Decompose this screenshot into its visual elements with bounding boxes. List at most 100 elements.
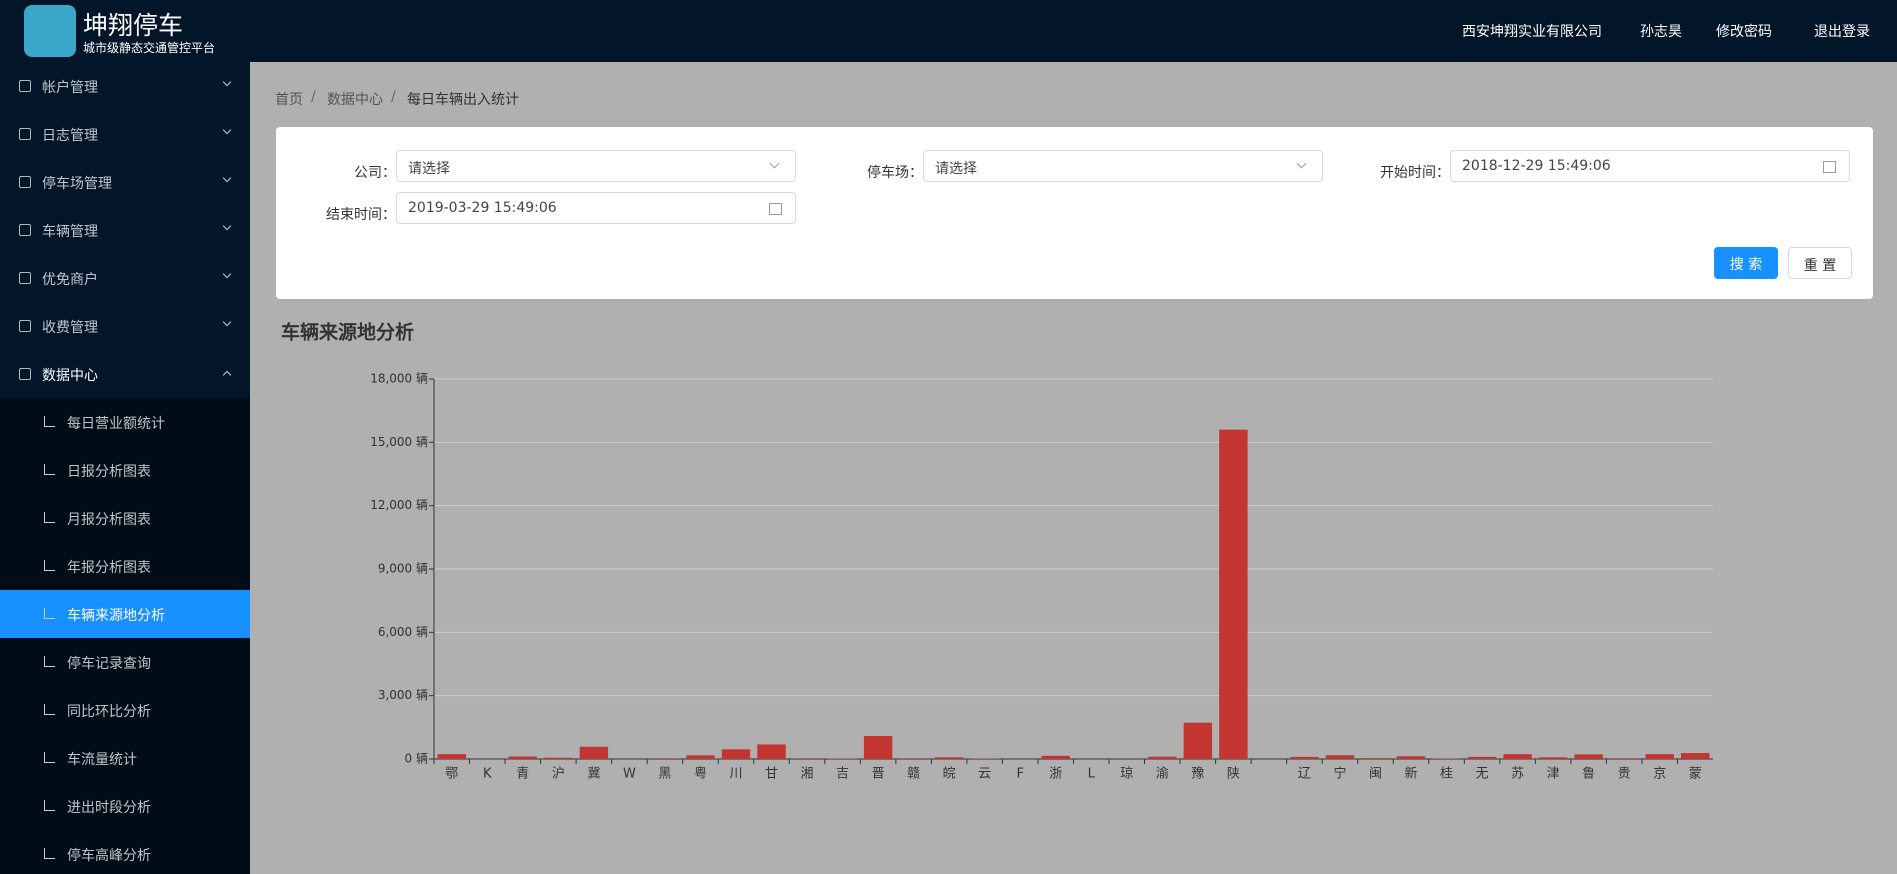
x-tick-label: 辽 [1298,767,1311,782]
menu-label: 车辆管理 [42,224,98,240]
bar [437,754,466,759]
separator: / [311,89,316,105]
main: 首页 / 数据中心 / 每日车辆出入统计 公司： 请选择 停车场： 请选择 开始时间： 2018-1… [250,62,1897,874]
x-tick-label: 皖 [943,767,956,782]
chevron [222,269,232,279]
x-tick-label: 浙 [1049,767,1062,782]
breadcrumb-item[interactable]: 首页 [275,92,303,108]
bar [1538,757,1568,759]
submenu-item[interactable]: 停车记录查询 [0,638,250,686]
button[interactable]: 重 置 [1788,247,1852,279]
menu-item[interactable]: 停车场管理 [0,158,250,206]
menu-label: 优免商户 [42,272,98,288]
submenu-item[interactable]: 停车高峰分析 [0,830,250,874]
submenu-item[interactable]: 年报分析图表 [0,542,250,590]
bar [650,758,680,759]
menu-label: 停车场管理 [42,176,112,192]
bar [544,757,573,759]
header-link[interactable]: 退出登录 [1814,24,1870,40]
input-suffix [769,203,782,215]
x-tick-label: 粤 [694,766,707,782]
submenu-item[interactable]: 月报分析图表 [0,494,250,542]
field-label: 停车场： [867,165,923,181]
submenu-item[interactable]: 进出时段分析 [0,782,250,830]
x-tick-label: 陕 [1227,767,1240,782]
x-tick-label: 无 [1476,767,1489,782]
input[interactable]: 请选择 [923,150,1323,182]
x-tick-label: 鲁 [1582,767,1595,782]
input-text: 请选择 [408,161,450,177]
button[interactable]: 搜 索 [1714,247,1778,279]
bar [1396,756,1426,759]
menu-icon [19,176,31,188]
x-tick-label: 冀 [587,766,600,782]
menu-item[interactable]: 收费管理 [0,302,250,350]
input[interactable]: 2019-03-29 15:49:06 [396,192,796,224]
x-tick-label: F [1016,767,1023,782]
x-tick-label: W [623,767,636,782]
input-text: 请选择 [935,161,977,177]
bar [1574,754,1603,759]
x-tick-label: L [1088,767,1096,782]
input-suffix [1296,158,1307,169]
menu-item[interactable]: 数据中心 [0,350,250,398]
x-tick-label: 闽 [1369,767,1382,782]
header-link[interactable]: 修改密码 [1716,24,1772,40]
submenu-label: 同比环比分析 [67,704,151,720]
x-tick-label: 贵 [1618,767,1631,782]
submenu-item[interactable]: 每日营业额统计 [0,398,250,446]
menu-item[interactable]: 日志管理 [0,110,250,158]
header-link[interactable]: 孙志昊 [1640,24,1682,40]
menu-icon [19,128,31,140]
submenu-item[interactable]: 车辆来源地分析 [0,590,250,638]
menu-item[interactable]: 优免商户 [0,254,250,302]
bar [1183,722,1213,759]
app-title: 坤翔停车 [83,11,184,40]
bar [1361,758,1390,759]
chevron [222,370,232,380]
x-tick-label: 津 [1547,767,1560,782]
header-link[interactable]: 西安坤翔实业有限公司 [1462,24,1602,40]
x-tick-label: 云 [978,767,991,782]
input[interactable]: 2018-12-29 15:49:06 [1450,150,1850,182]
breadcrumb-item: 每日车辆出入统计 [407,92,519,108]
submenu-label: 车流量统计 [67,752,137,768]
chevron [222,125,232,135]
bar [1041,755,1070,759]
y-tick-label: 18,000 辆 [370,372,428,386]
bar [792,758,822,759]
bar [1681,753,1710,759]
input-text: 2018-12-29 15:49:06 [1462,158,1611,174]
bar [934,757,964,759]
chevron [222,77,232,87]
submenu-label: 年报分析图表 [67,560,151,576]
field-label: 开始时间： [1380,165,1450,181]
breadcrumb-item[interactable]: 数据中心 [327,92,383,108]
bar [1219,429,1248,759]
bar [1467,756,1497,759]
sidebar: 帐户管理日志管理停车场管理车辆管理优免商户收费管理 数据中心每日营业额统计日报分析… [0,62,250,874]
input-suffix [769,158,780,169]
menu-icon [19,224,31,236]
menu-item[interactable]: 帐户管理 [0,62,250,110]
input-suffix [1823,161,1836,173]
submenu-item[interactable]: 日报分析图表 [0,446,250,494]
submenu-item[interactable]: 车流量统计 [0,734,250,782]
app-subtitle: 城市级静态交通管控平台 [83,41,216,55]
submenu-item[interactable]: 同比环比分析 [0,686,250,734]
menu-icon [44,656,55,667]
menu-icon [44,416,55,427]
y-tick-label: 6,000 辆 [378,625,428,639]
input[interactable]: 请选择 [396,150,796,182]
menu-label: 日志管理 [42,128,98,144]
x-tick-label: 琼 [1120,767,1133,782]
bar [863,735,893,759]
x-tick-label: K [483,767,492,782]
menu-item[interactable]: 车辆管理 [0,206,250,254]
submenu-label: 每日营业额统计 [67,416,165,432]
bar [1645,754,1674,759]
chart-title: 车辆来源地分析 [281,321,414,344]
bar [1609,758,1639,759]
bar [1148,756,1177,759]
